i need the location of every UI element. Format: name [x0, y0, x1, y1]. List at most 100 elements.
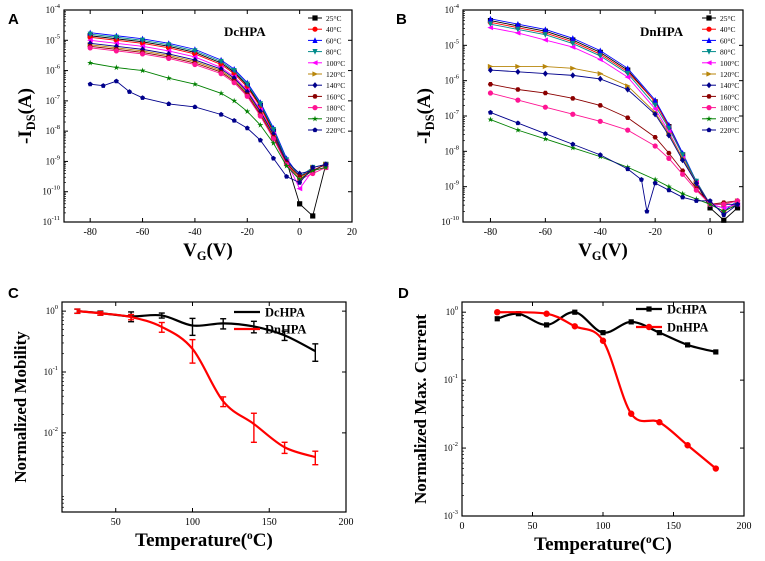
x-axis-label: Temperature(oC) — [534, 534, 672, 555]
data-point — [542, 131, 548, 136]
legend-label: 40°C — [720, 25, 736, 34]
series-4 — [487, 25, 741, 211]
data-point — [542, 104, 548, 110]
panel-letter-a: A — [8, 11, 19, 28]
data-point — [515, 87, 521, 92]
y-tick-label: 10-4 — [445, 3, 460, 15]
legend-marker — [706, 49, 712, 55]
data-point — [680, 152, 686, 158]
y-tick-label: 10-5 — [46, 33, 60, 45]
data-point — [571, 323, 578, 330]
y-tick-label: 10-8 — [445, 144, 459, 156]
data-point — [140, 95, 146, 100]
series-6 — [487, 66, 741, 208]
data-point — [638, 177, 644, 182]
legend-marker — [706, 127, 712, 133]
legend-label: 200°C — [720, 115, 739, 124]
data-point — [87, 37, 93, 43]
data-point — [270, 136, 277, 142]
series-5 — [87, 42, 329, 183]
x-axis-label: VG(V) — [578, 240, 628, 263]
data-point — [257, 113, 263, 119]
data-point — [310, 164, 316, 170]
y-tick-label: 10-9 — [46, 154, 60, 166]
data-point — [599, 337, 607, 344]
y-tick-label: 10-5 — [445, 38, 459, 50]
data-point — [515, 26, 521, 33]
data-point — [666, 125, 672, 132]
data-point — [597, 75, 603, 82]
y-tick-label: 10-2 — [44, 426, 58, 438]
data-point — [139, 43, 146, 49]
series-line — [90, 45, 327, 178]
legend-marker — [312, 26, 318, 32]
data-point — [165, 75, 172, 81]
legend-marker — [705, 60, 712, 66]
data-point — [487, 116, 494, 123]
data-point — [684, 442, 691, 449]
y-tick-label: 10-10 — [42, 185, 60, 197]
panel-b: B DnHPA -80 -60 -40 -20 0 10-10 10-9 10-8 10-7 10… — [396, 3, 744, 263]
legend-label: DnHPA — [265, 323, 306, 337]
data-point — [244, 81, 250, 88]
series-line — [90, 36, 326, 181]
legend-marker — [706, 105, 712, 111]
legend-marker — [706, 71, 713, 77]
data-point — [713, 349, 719, 355]
legend-marker — [706, 115, 712, 122]
x-tick-label: 0 — [297, 227, 302, 238]
legend-label: DnHPA — [667, 321, 708, 335]
data-point — [542, 32, 548, 38]
y-tick-label: 10-1 — [444, 373, 458, 385]
series-line — [90, 35, 327, 217]
panel-c: C 50 100 150 200 10-2 10-1 100 Temperature(oC) N… — [8, 285, 354, 551]
data-point — [487, 25, 494, 31]
legend-label: 80°C — [326, 48, 342, 57]
data-point — [87, 45, 93, 51]
legend-marker — [706, 94, 712, 99]
y-tick-label: 10-1 — [44, 365, 58, 377]
panel-a: A DcHPA -80 -60 -40 -20 0 20 10-11 10-10 10-9 10-… — [8, 3, 357, 263]
data-point — [191, 54, 198, 60]
legend-marker — [645, 323, 653, 331]
data-point — [720, 208, 727, 214]
legend-label: 160°C — [720, 92, 739, 101]
data-point — [542, 135, 549, 142]
y-tick-label: 10-7 — [46, 94, 61, 106]
data-point — [244, 93, 250, 99]
data-point — [597, 53, 603, 60]
data-point — [652, 106, 658, 112]
data-point — [652, 180, 658, 186]
data-point — [322, 164, 329, 171]
data-point — [656, 330, 662, 336]
data-point — [679, 190, 686, 197]
series-10 — [487, 109, 740, 218]
data-point — [570, 65, 576, 71]
data-point — [487, 63, 494, 70]
data-point — [707, 198, 713, 203]
legend-marker — [312, 37, 318, 43]
series-line — [90, 44, 326, 181]
x-tick-label: 200 — [737, 521, 752, 532]
series-line — [90, 33, 326, 178]
data-point — [257, 101, 263, 107]
data-point — [283, 162, 290, 169]
y-axis-label: -IDS(A) — [414, 88, 437, 144]
data-point — [652, 134, 658, 140]
data-point — [597, 152, 603, 157]
data-point — [515, 120, 521, 126]
data-point — [218, 90, 225, 96]
data-point — [652, 111, 658, 118]
x-tick-label: -60 — [136, 227, 149, 238]
data-point — [310, 213, 316, 219]
data-point — [166, 101, 172, 106]
series-dchpa — [494, 309, 719, 355]
data-point — [680, 171, 686, 177]
x-tick-label: -20 — [241, 227, 254, 238]
panel-letter-b: B — [396, 11, 407, 28]
y-axis-label: Normalized Mobility — [11, 331, 30, 483]
data-point — [652, 143, 658, 149]
data-point — [624, 74, 631, 80]
data-point — [100, 83, 106, 88]
legend-label: 100°C — [326, 59, 345, 68]
